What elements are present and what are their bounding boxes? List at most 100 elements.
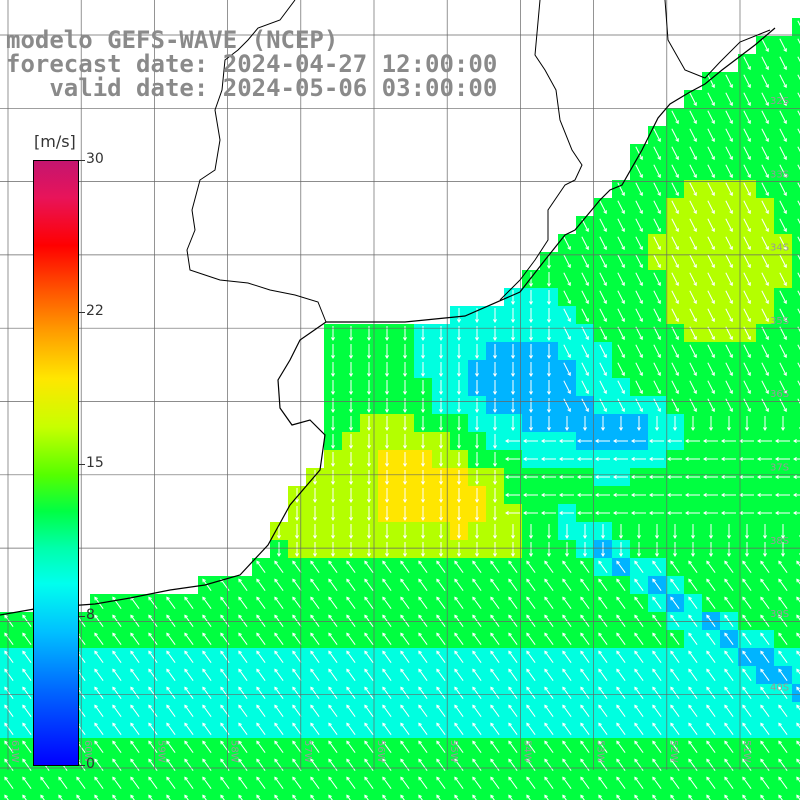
wind-arrow-head [346, 722, 350, 727]
wind-arrow-head [544, 650, 548, 655]
wind-arrow-head [585, 390, 589, 395]
wind-arrow [418, 615, 428, 627]
wind-arrow-head [711, 372, 715, 377]
wind-arrow-head [580, 776, 584, 781]
wind-arrow [707, 362, 715, 376]
wind-arrow-head [454, 794, 458, 799]
wind-arrow [472, 687, 482, 699]
wind-arrow [743, 110, 751, 124]
wind-arrow [526, 777, 536, 789]
wind-arrow-head [745, 535, 749, 539]
wind-arrow-head [439, 355, 443, 359]
wind-arrow-head [256, 758, 260, 763]
wind-arrow [346, 741, 356, 753]
wind-arrow-head [508, 668, 512, 673]
wind-arrow [671, 182, 679, 196]
wind-arrow [797, 146, 800, 153]
wind-arrow [670, 759, 680, 771]
wind-arrow-head [313, 517, 317, 521]
wind-arrow-head [742, 578, 746, 583]
wind-arrow-head [202, 776, 206, 781]
wind-arrow-head [148, 704, 152, 709]
wind-arrow-head [616, 758, 620, 763]
wind-arrow-head [439, 373, 443, 377]
wind-arrow-head [580, 686, 584, 691]
wind-arrow-head [724, 578, 728, 583]
wind-arrow-head [634, 758, 638, 763]
wind-arrow-head [508, 740, 512, 745]
wind-arrow [778, 561, 788, 573]
wind-arrow [490, 597, 500, 609]
wind-arrow [725, 236, 733, 250]
wind-arrow [130, 633, 140, 645]
wind-arrow-head [547, 409, 551, 413]
wind-arrow-head [421, 391, 425, 395]
wind-arrow [670, 651, 680, 663]
wind-arrow-head [729, 228, 733, 233]
wind-arrow-head [783, 264, 787, 269]
wind-arrow [598, 723, 608, 735]
wind-arrow-head [436, 668, 440, 673]
wind-arrow-head [652, 668, 656, 673]
wind-arrow [617, 398, 625, 412]
wind-arrow [580, 795, 585, 800]
wind-arrow-head [490, 776, 494, 781]
wind-arrow-head [295, 499, 299, 503]
wind-arrow-head [747, 354, 751, 359]
wind-arrow [256, 633, 266, 645]
wind-arrow [653, 218, 661, 232]
wind-arrow-head [711, 84, 715, 89]
wind-cell [756, 792, 774, 800]
wind-arrow-head [490, 740, 494, 745]
wind-arrow [742, 705, 752, 717]
wind-arrow [779, 128, 787, 142]
wind-arrow-head [763, 427, 767, 431]
wind-arrow-head [166, 668, 170, 673]
wind-arrow-head [670, 596, 674, 601]
wind-arrow [58, 777, 68, 789]
wind-arrow-head [505, 457, 509, 461]
wind-arrow [724, 633, 734, 645]
wind-arrow [346, 597, 356, 609]
wind-arrow [238, 795, 243, 800]
wind-arrow-head [765, 264, 769, 269]
wind-arrow-head [328, 722, 332, 727]
wind-arrow-head [634, 740, 638, 745]
wind-arrow [653, 146, 661, 160]
wind-arrow-head [310, 668, 314, 673]
wind-arrow [707, 308, 715, 322]
wind-arrow-head [112, 704, 116, 709]
wind-arrow [490, 651, 500, 663]
wind-arrow [797, 110, 800, 117]
wind-cell [792, 288, 800, 306]
wind-arrow [778, 723, 788, 735]
wind-arrow [796, 759, 800, 765]
wind-arrow-head [688, 686, 692, 691]
wind-arrow [436, 687, 446, 699]
wind-arrow [400, 687, 410, 699]
wind-arrow [724, 561, 734, 573]
wind-arrow-head [385, 481, 389, 485]
wind-arrow [436, 579, 446, 591]
wind-arrow [779, 326, 787, 340]
wind-arrow [598, 579, 608, 591]
wind-arrow [617, 344, 625, 358]
wind-arrow-head [585, 354, 589, 359]
wind-arrow-head [567, 300, 571, 305]
wind-arrow-head [400, 740, 404, 745]
wind-arrow-head [94, 686, 98, 691]
wind-arrow-head [364, 704, 368, 709]
wind-arrow [688, 651, 698, 663]
wind-arrow-head [675, 210, 679, 215]
wind-arrow [454, 579, 464, 591]
wind-arrow-head [580, 794, 584, 799]
wind-arrow-head [331, 373, 335, 377]
wind-arrow [292, 579, 302, 591]
wind-cell [792, 774, 800, 792]
wind-arrow-head [148, 650, 152, 655]
wind-arrow [707, 74, 715, 88]
wind-arrow [652, 759, 662, 771]
wind-arrow [310, 687, 320, 699]
wind-arrow [202, 777, 212, 789]
wind-arrow-head [238, 686, 242, 691]
